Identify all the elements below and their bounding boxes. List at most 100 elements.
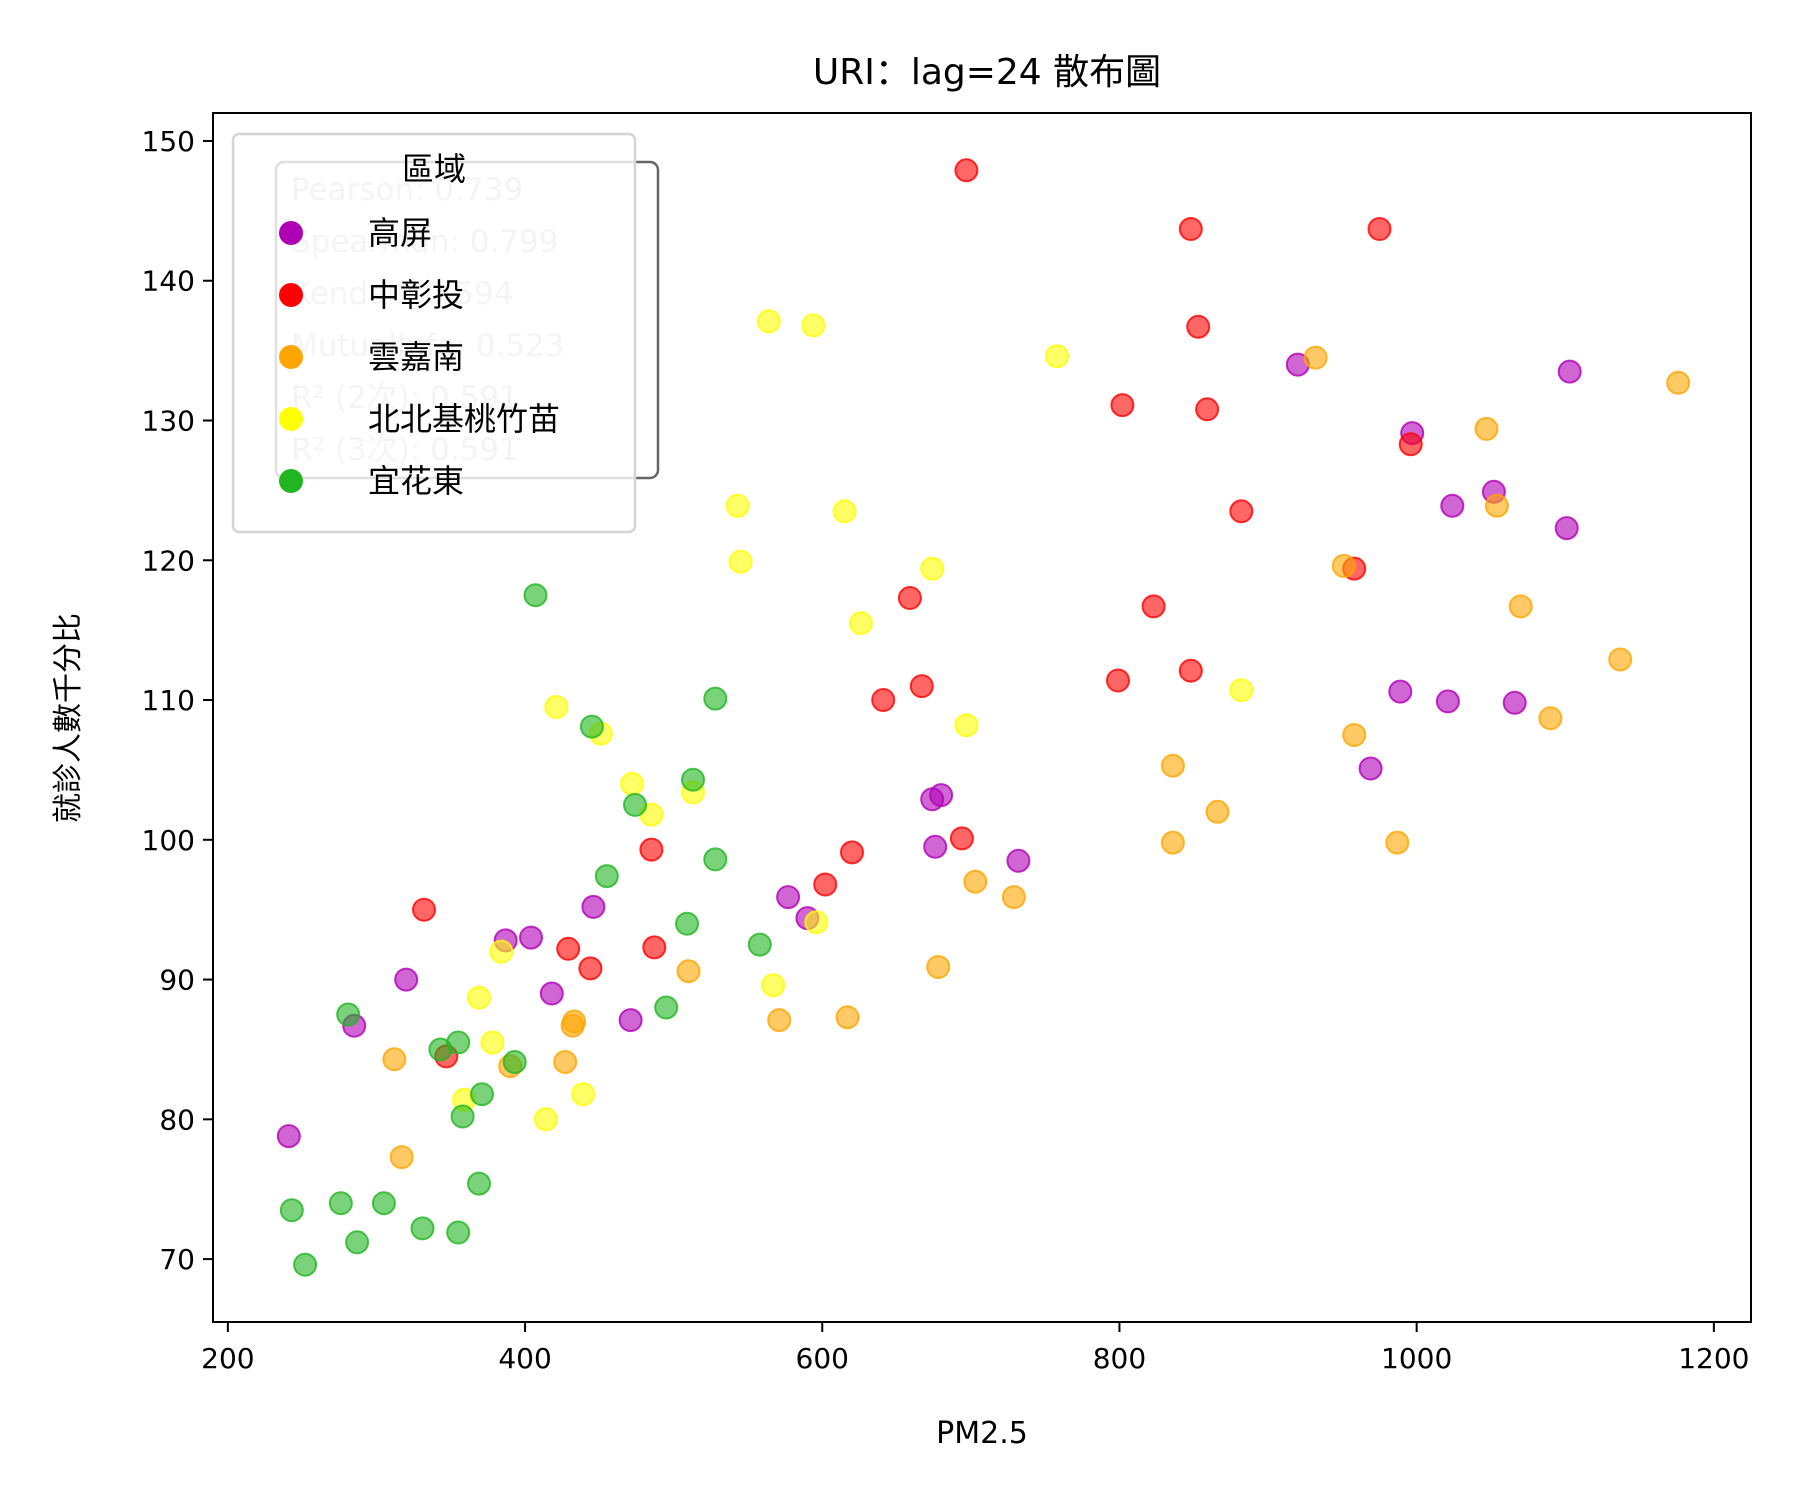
data-point (949, 826, 974, 851)
data-point (345, 1230, 370, 1255)
data-point (1484, 493, 1509, 518)
x-tick-label: 1000 (1381, 1342, 1452, 1375)
data-point (279, 1198, 304, 1223)
y-tick-label: 110 (142, 684, 195, 717)
data-point (725, 493, 750, 518)
data-point (1398, 432, 1423, 457)
data-point (703, 847, 728, 872)
data-point (1666, 370, 1691, 395)
data-point (642, 935, 667, 960)
legend-marker (279, 469, 303, 493)
data-point (929, 783, 954, 808)
data-point (756, 309, 781, 334)
data-point (1160, 830, 1185, 855)
data-point (1205, 799, 1230, 824)
data-point (1178, 217, 1203, 241)
data-point (1001, 885, 1026, 910)
data-point (747, 932, 772, 957)
data-point (1508, 594, 1533, 619)
data-point (382, 1047, 407, 1072)
data-point (1608, 647, 1633, 672)
data-point (1186, 314, 1211, 339)
plot-area (276, 158, 1691, 1277)
data-point (539, 981, 564, 1006)
data-point (581, 894, 606, 919)
data-point (1229, 678, 1254, 703)
legend-label: 中彰投 (368, 276, 464, 314)
y-tick-label: 130 (142, 404, 195, 437)
data-point (467, 985, 491, 1010)
legend-marker (279, 345, 303, 369)
data-point (594, 864, 619, 889)
data-point (1160, 753, 1185, 778)
data-point (954, 158, 979, 183)
x-axis: 200 400 600 800 1000 1200 (201, 1322, 1749, 1375)
data-point (923, 834, 948, 859)
chart-title: URI：lag=24 散布圖 (813, 52, 1161, 93)
data-point (1435, 689, 1460, 714)
x-tick-label: 200 (201, 1342, 254, 1375)
legend-label: 北北基桃竹苗 (368, 400, 560, 438)
data-point (1141, 594, 1166, 619)
data-point (654, 995, 679, 1020)
data-point (804, 910, 829, 935)
x-tick-label: 1200 (1678, 1342, 1749, 1375)
data-point (1440, 493, 1465, 518)
data-point (1557, 359, 1582, 384)
y-tick-label: 80 (159, 1103, 195, 1136)
data-point (467, 1171, 491, 1196)
y-tick-label: 70 (159, 1243, 195, 1276)
y-tick-label: 120 (142, 544, 195, 577)
data-point (1388, 679, 1413, 704)
data-point (1474, 416, 1499, 441)
data-point (1110, 393, 1135, 418)
data-point (410, 1216, 435, 1241)
series-1 (412, 158, 1423, 1069)
legend-frame (231, 132, 637, 534)
data-point (571, 1082, 595, 1107)
data-point (480, 1030, 505, 1055)
legend-label: 高屏 (368, 214, 432, 252)
data-point (848, 611, 873, 636)
data-point (1303, 345, 1328, 370)
data-point (871, 688, 896, 712)
data-point (394, 967, 419, 992)
data-point (1554, 516, 1579, 541)
data-point (389, 1145, 414, 1170)
y-tick-label: 150 (142, 125, 195, 158)
data-point (1367, 217, 1392, 241)
data-point (776, 885, 801, 910)
data-point (813, 872, 838, 897)
data-point (703, 686, 728, 711)
data-point (728, 549, 753, 574)
legend-marker (279, 407, 303, 431)
y-tick-label: 90 (159, 964, 195, 997)
data-point (276, 1124, 301, 1149)
data-point (1178, 658, 1203, 683)
data-point (1106, 668, 1130, 693)
data-point (578, 956, 603, 981)
data-point (1538, 706, 1563, 731)
data-point (767, 1008, 792, 1033)
data-point (489, 939, 514, 964)
series-2 (382, 345, 1691, 1170)
data-point (1195, 397, 1220, 422)
data-point (502, 1050, 527, 1074)
data-point (1342, 723, 1367, 747)
data-point (909, 674, 934, 699)
data-point (1385, 830, 1410, 855)
data-point (553, 1050, 578, 1074)
data-point (523, 583, 548, 608)
legend-label: 宜花東 (368, 462, 464, 500)
plot-frame (212, 112, 1752, 1323)
data-point (920, 556, 945, 581)
data-point (533, 1107, 558, 1132)
x-tick-label: 400 (498, 1342, 551, 1375)
y-tick-label: 100 (142, 824, 195, 857)
data-point (412, 897, 436, 922)
data-point (620, 771, 644, 796)
data-point (371, 1191, 396, 1216)
data-point (676, 959, 701, 984)
